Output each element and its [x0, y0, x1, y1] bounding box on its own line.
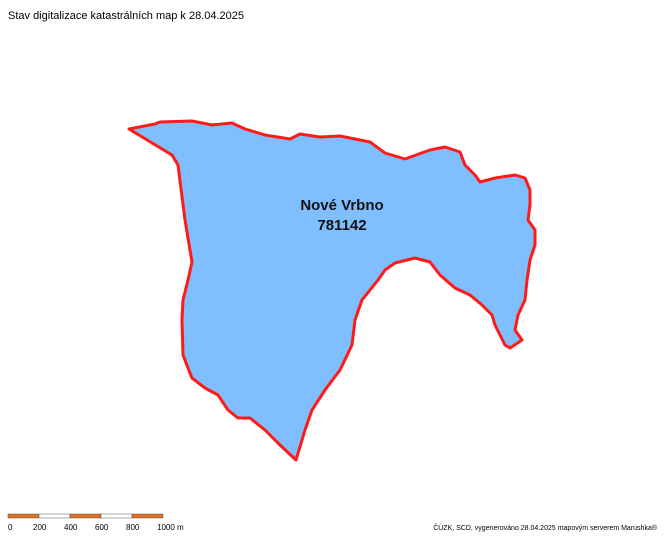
scale-segment: [131, 513, 164, 519]
cadastral-area: [127, 119, 537, 462]
map-title: Stav digitalizace katastrálních map k 28…: [8, 10, 244, 22]
area-code: 781142: [317, 217, 366, 234]
scale-segment: [69, 513, 102, 519]
scale-label: 800: [126, 523, 140, 532]
scale-label: 1000 m: [157, 523, 184, 532]
scale-bar: [7, 513, 164, 519]
scale-labels: 0 200 400 600 800 1000 m: [8, 523, 184, 532]
scale-label: 400: [64, 523, 78, 532]
scale-label: 0: [8, 523, 13, 532]
area-name: Nové Vrbno: [300, 197, 383, 214]
scale-label: 600: [95, 523, 109, 532]
scale-label: 200: [33, 523, 47, 532]
scale-segment: [38, 513, 71, 519]
scale-segment: [100, 513, 133, 519]
scale-segment: [7, 513, 40, 519]
credits: ČÚZK, SCD, vygenerováno 28.04.2025 mapov…: [433, 523, 658, 532]
